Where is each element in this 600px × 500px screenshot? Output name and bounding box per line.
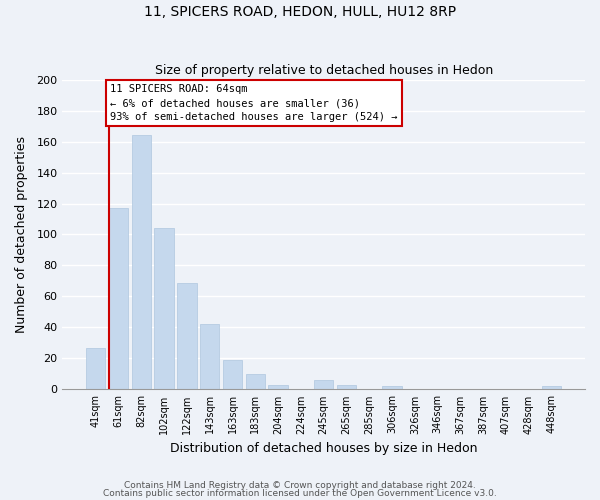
Bar (337, 385, 356, 390)
Bar (177, 282, 197, 390)
Bar (223, 360, 242, 390)
Bar (86, 348, 106, 390)
Bar (245, 374, 265, 390)
X-axis label: Distribution of detached houses by size in Hedon: Distribution of detached houses by size … (170, 442, 478, 455)
Bar (542, 386, 561, 390)
Bar (109, 208, 128, 390)
Bar (268, 385, 288, 390)
Bar (382, 386, 402, 390)
Bar (131, 136, 151, 390)
Title: Size of property relative to detached houses in Hedon: Size of property relative to detached ho… (155, 64, 493, 77)
Bar (154, 228, 174, 390)
Text: 11 SPICERS ROAD: 64sqm
← 6% of detached houses are smaller (36)
93% of semi-deta: 11 SPICERS ROAD: 64sqm ← 6% of detached … (110, 84, 398, 122)
Text: Contains public sector information licensed under the Open Government Licence v3: Contains public sector information licen… (103, 489, 497, 498)
Text: Contains HM Land Registry data © Crown copyright and database right 2024.: Contains HM Land Registry data © Crown c… (124, 480, 476, 490)
Bar (314, 380, 334, 390)
Text: 11, SPICERS ROAD, HEDON, HULL, HU12 8RP: 11, SPICERS ROAD, HEDON, HULL, HU12 8RP (144, 5, 456, 19)
Y-axis label: Number of detached properties: Number of detached properties (15, 136, 28, 333)
Bar (200, 324, 220, 390)
